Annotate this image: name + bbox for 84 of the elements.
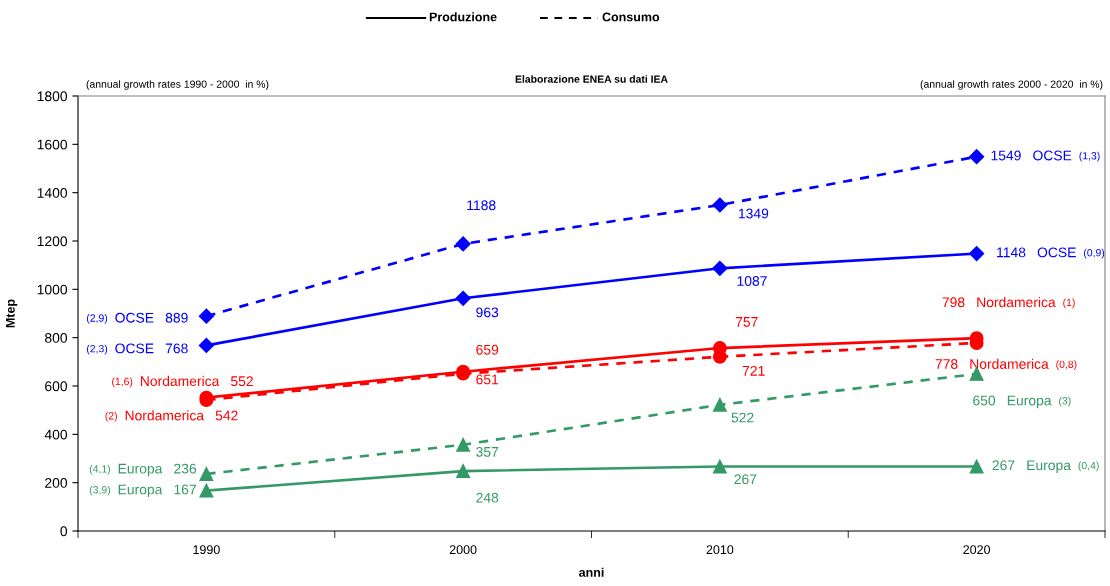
text: Europa — [118, 484, 163, 498]
data-label: 1148 — [997, 247, 1026, 258]
y-tick-label: 1400 — [37, 188, 68, 198]
data-label: 248 — [476, 492, 499, 503]
point — [199, 467, 214, 481]
text: OCSE — [1037, 247, 1076, 258]
point — [969, 459, 984, 474]
text: Europa — [1007, 395, 1052, 409]
text: Nordamerica — [977, 296, 1056, 308]
data-label: 1087 — [737, 276, 767, 286]
annotation: (0,9) — [1084, 248, 1105, 259]
data-label: 1549 — [991, 150, 1021, 161]
text: Produzione — [429, 12, 497, 22]
series-label: Nordamerica — [125, 410, 205, 421]
data-label: 522 — [731, 412, 754, 423]
point — [455, 236, 471, 252]
text: Elaborazione ENEA su dati IEA — [515, 75, 668, 83]
data-label: 542 — [215, 410, 238, 421]
data-label: 267 — [734, 474, 757, 485]
point — [969, 149, 985, 165]
annotation: (4,1) — [89, 464, 110, 475]
data-label: 963 — [476, 307, 499, 318]
y-tick-label: 1600 — [37, 139, 68, 150]
annotation: (3) — [1059, 396, 1071, 407]
data-label: 778 — [935, 359, 958, 369]
y-tick-label: 200 — [45, 478, 68, 488]
annotation: (2,9) — [86, 314, 108, 324]
y-tick-label: 800 — [45, 333, 68, 343]
data-label: 651 — [476, 374, 499, 385]
data-label: 1188 — [467, 200, 496, 211]
point — [712, 197, 728, 213]
annotation: (2,3) — [86, 344, 108, 355]
annotation: (1) — [1063, 298, 1075, 309]
point — [456, 437, 471, 452]
point — [198, 337, 214, 353]
x-tick-label: 2000 — [449, 545, 477, 555]
data-label: 236 — [174, 463, 197, 474]
annotation: (3,9) — [89, 485, 110, 496]
series-label: Nordamerica — [140, 375, 220, 387]
x-tick-label: 2010 — [706, 545, 734, 555]
point — [969, 245, 985, 262]
x-tick-label: 2020 — [963, 545, 991, 555]
data-label: 889 — [165, 312, 188, 323]
data-label: 798 — [942, 297, 965, 308]
y-tick-label: 1000 — [37, 284, 68, 295]
data-label: 357 — [476, 446, 499, 457]
annotation: (1,3) — [1079, 151, 1100, 162]
text: Consumo — [602, 12, 660, 22]
y-axis-title: Mtep — [6, 299, 18, 328]
data-label: 552 — [230, 376, 253, 387]
annotation: (0,4) — [1078, 461, 1099, 472]
data-label: 757 — [735, 317, 758, 327]
point — [198, 308, 214, 324]
annotation: (2) — [105, 411, 117, 422]
x-axis-title: anni — [579, 567, 604, 577]
annotation: (0,8) — [1056, 360, 1077, 371]
point — [199, 483, 214, 498]
text: OCSE — [115, 343, 154, 354]
point — [456, 464, 471, 479]
point — [712, 397, 727, 412]
y-tick-label: 1800 — [37, 91, 68, 102]
y-tick-label: 0 — [60, 526, 68, 537]
data-label: 650 — [973, 395, 996, 406]
point — [712, 459, 727, 474]
data-label: 721 — [742, 365, 765, 376]
data-label: 659 — [476, 344, 499, 355]
text: OCSE — [1033, 150, 1072, 161]
data-label: 768 — [165, 343, 188, 354]
annotation: (1,6) — [112, 377, 133, 388]
data-label: 1349 — [738, 208, 769, 219]
text: (annual growth rates 2000 - 2020 in %) — [920, 80, 1103, 90]
y-tick-label: 600 — [45, 381, 68, 392]
data-label: 167 — [174, 484, 196, 495]
text: Europa — [1027, 460, 1071, 473]
data-label: 267 — [992, 460, 1015, 471]
text: Nordamerica — [970, 358, 1049, 369]
text: Europa — [118, 463, 163, 477]
x-tick-label: 1990 — [193, 545, 220, 555]
point — [455, 290, 471, 306]
text: OCSE — [115, 312, 154, 323]
y-tick-label: 400 — [44, 429, 68, 440]
text: (annual growth rates 1990 - 2000 in %) — [86, 80, 269, 90]
y-tick-label: 1200 — [37, 236, 68, 247]
point — [712, 260, 728, 276]
